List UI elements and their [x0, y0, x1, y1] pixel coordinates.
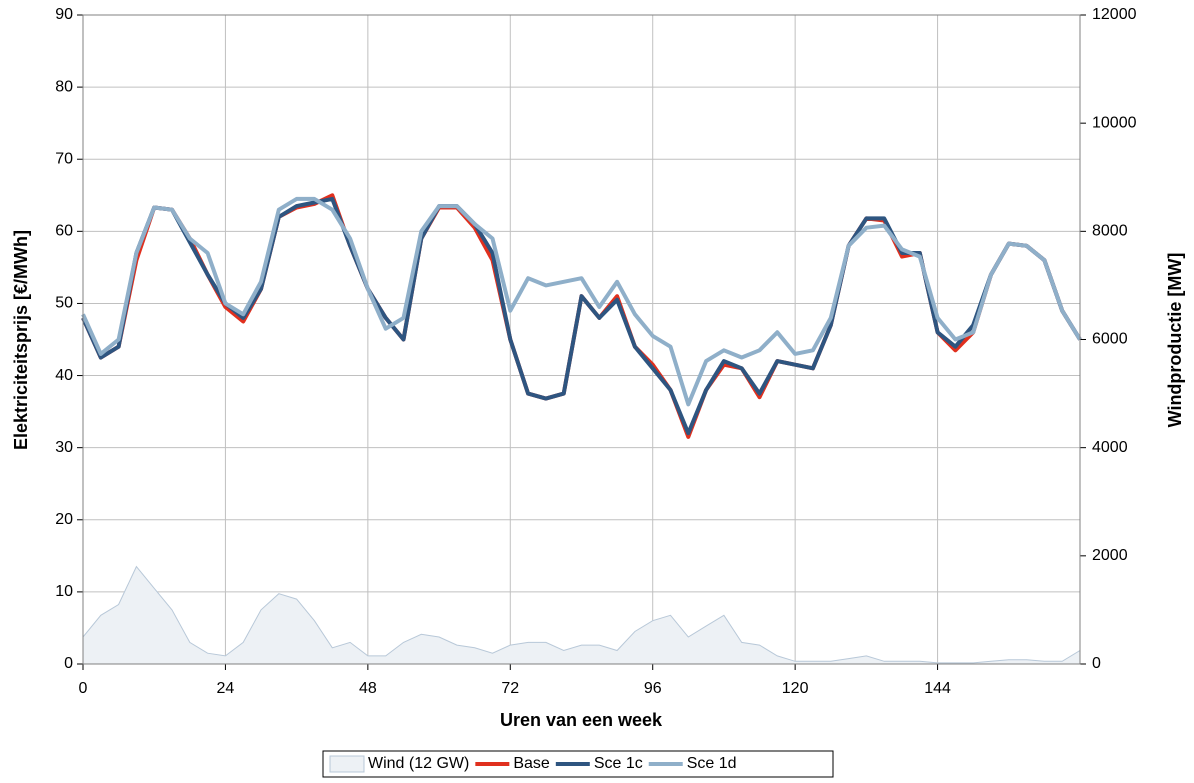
- x-tick-label: 72: [501, 680, 519, 697]
- y-tick-label: 40: [55, 367, 73, 384]
- y2-tick-label: 10000: [1092, 114, 1137, 131]
- y-tick-label: 10: [55, 583, 73, 600]
- plot-area: [83, 15, 1080, 664]
- y-tick-label: 50: [55, 295, 73, 312]
- y2-axis-label: Windproductie [MW]: [1165, 253, 1185, 428]
- wind-area: [82, 565, 1081, 665]
- y2-tick-label: 2000: [1092, 547, 1128, 564]
- legend-label: Sce 1c: [594, 755, 643, 772]
- price-line: [81, 196, 1082, 407]
- y2-tick-label: 12000: [1092, 6, 1137, 23]
- plot-frame: [82, 14, 1081, 665]
- y2-tick-label: 6000: [1092, 331, 1128, 348]
- x-axis-label: Uren van een week: [500, 710, 663, 730]
- x-tick-label: 24: [217, 680, 235, 697]
- y-tick-label: 70: [55, 150, 73, 167]
- legend-label: Base: [513, 755, 550, 772]
- y-axis-label: Elektriciteitsprijs [€/MWh]: [11, 230, 31, 450]
- y-tick-label: 80: [55, 78, 73, 95]
- legend-label: Wind (12 GW): [368, 755, 469, 772]
- legend-swatch: [329, 755, 365, 773]
- y2-tick-label: 0: [1092, 655, 1101, 672]
- x-tick-label: 120: [782, 680, 809, 697]
- y-tick-label: 90: [55, 6, 73, 23]
- y2-tick-label: 8000: [1092, 223, 1128, 240]
- y-tick-label: 60: [55, 223, 73, 240]
- legend-label: Sce 1d: [687, 755, 737, 772]
- x-tick-label: 96: [644, 680, 662, 697]
- y-tick-label: 0: [64, 655, 73, 672]
- y-tick-label: 30: [55, 439, 73, 456]
- y-tick-label: 20: [55, 511, 73, 528]
- y2-tick-label: 4000: [1092, 439, 1128, 456]
- x-tick-label: 144: [924, 680, 951, 697]
- x-tick-label: 48: [359, 680, 377, 697]
- x-tick-label: 0: [79, 680, 88, 697]
